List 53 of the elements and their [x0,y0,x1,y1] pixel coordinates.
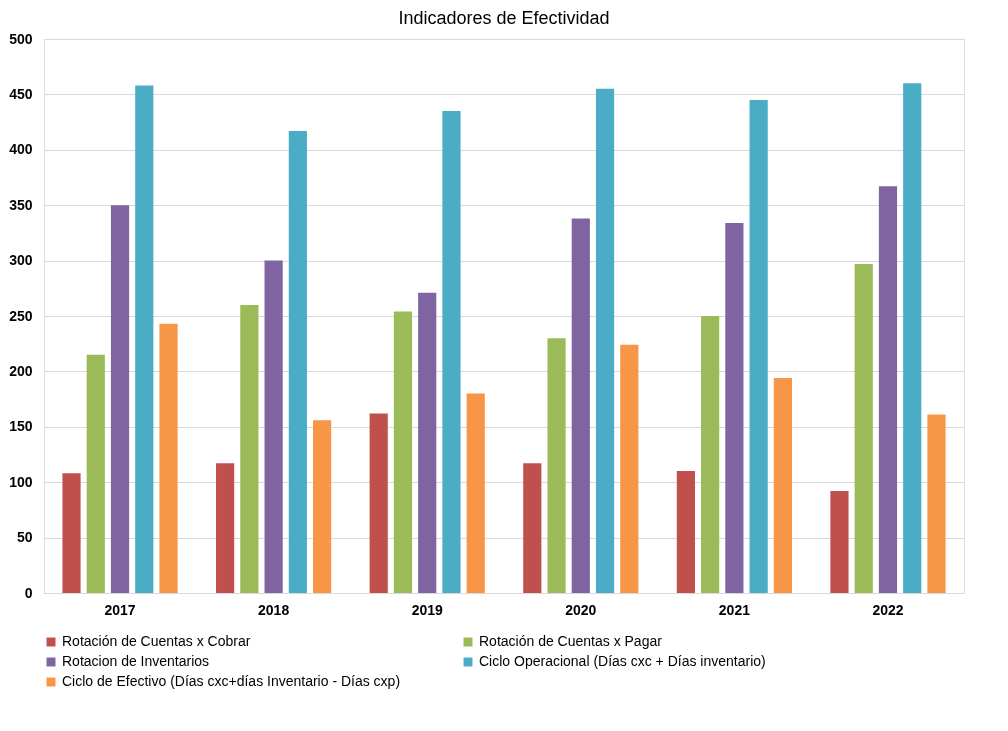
bar [135,85,154,593]
y-tick-label: 0 [24,584,33,601]
x-tick-label: 2017 [104,601,136,618]
bar [523,463,542,593]
bar [571,218,590,593]
x-tick-label: 2022 [872,601,904,618]
bar [830,491,849,593]
bar [854,263,873,593]
bar [216,463,235,593]
x-tick-label: 2018 [258,601,290,618]
bar [313,420,332,593]
legend-label: Ciclo de Efectivo (Días cxc+días Inventario - Días cxp) [62,673,401,689]
y-tick-label: 400 [9,141,33,158]
bar [903,83,922,593]
x-tick-label: 2019 [411,601,443,618]
bar [110,205,130,593]
bar [466,393,485,593]
x-tick-label: 2020 [565,601,597,618]
bar [927,414,946,593]
x-tick-label: 2021 [718,601,751,618]
bar [62,473,81,593]
bar [878,186,898,593]
bar [240,304,259,593]
legend-label: Rotación de Cuentas x Pagar [479,633,663,649]
bar [773,378,792,593]
y-tick-label: 150 [9,418,33,435]
bar [442,111,461,593]
bar [620,344,639,593]
bar [676,471,695,593]
y-tick-label: 100 [9,473,33,490]
y-tick-label: 300 [9,252,33,269]
y-tick-label: 350 [9,196,33,213]
bar [86,354,105,593]
bar [418,292,437,593]
bar [393,311,413,593]
bar [547,338,566,593]
chart-title: Indicadores de Efectividad [398,8,610,28]
bar [264,260,283,593]
legend-label: Rotacion de Inventarios [62,653,210,669]
legend-label: Ciclo Operacional (Días cxc + Días inventario) [479,653,766,669]
bar [725,222,744,593]
y-tick-label: 250 [9,307,33,324]
y-tick-label: 200 [9,362,33,379]
bar [701,316,720,593]
y-tick-label: 50 [16,529,33,546]
y-tick-label: 500 [9,30,33,47]
bar [369,413,388,593]
bar [288,130,307,593]
bar [595,88,615,593]
legend-label: Rotación de Cuentas x Cobrar [62,633,251,649]
bar [159,323,178,593]
y-tick-label: 450 [9,85,33,102]
bar [749,99,768,593]
